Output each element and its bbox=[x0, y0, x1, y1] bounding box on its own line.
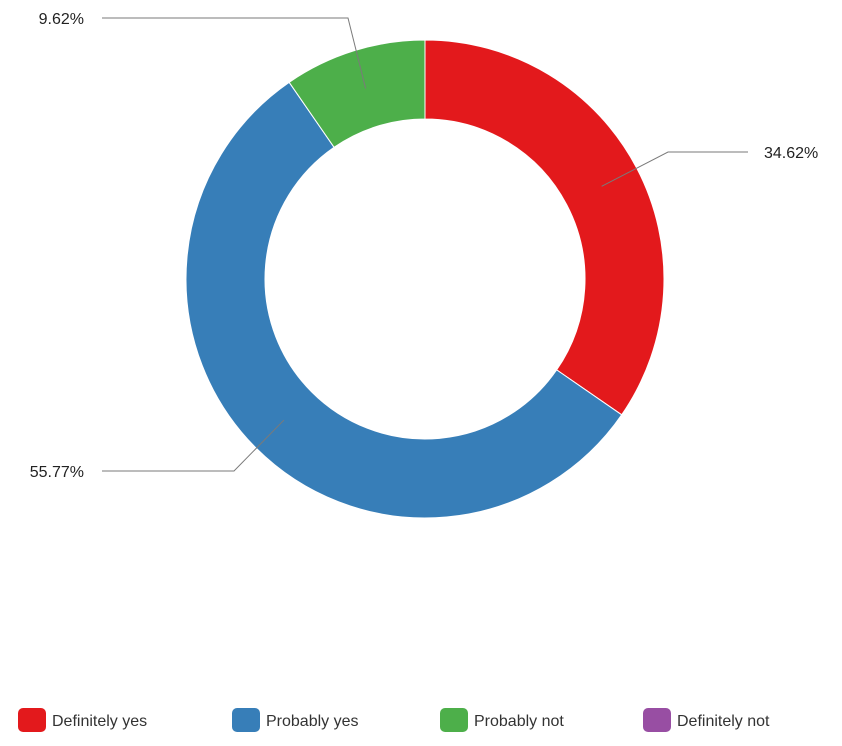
legend-label-definitely-yes: Definitely yes bbox=[52, 713, 147, 730]
legend-swatch-definitely-not bbox=[643, 708, 671, 732]
slice-probably-not bbox=[288, 39, 426, 149]
legend-item-probably-yes: Probably yes bbox=[232, 708, 359, 732]
pct-label-probably-yes: 55.77% bbox=[30, 464, 84, 481]
legend: Definitely yes Probably yes Probably not De… bbox=[18, 708, 770, 732]
legend-label-probably-yes: Probably yes bbox=[266, 713, 359, 730]
slice-probably-yes bbox=[185, 81, 623, 519]
legend-item-probably-not: Probably not bbox=[440, 708, 564, 732]
legend-label-probably-not: Probably not bbox=[474, 713, 564, 730]
leader-line-probably-not bbox=[102, 17, 367, 89]
pct-label-definitely-yes: 34.62% bbox=[764, 145, 818, 162]
donut-slices bbox=[185, 39, 665, 519]
slice-definitely-yes bbox=[424, 39, 665, 416]
percentage-labels: 34.62% 55.77% 9.62% bbox=[30, 11, 819, 481]
leader-line-probably-yes bbox=[102, 419, 285, 472]
legend-swatch-probably-not bbox=[440, 708, 468, 732]
leader-lines bbox=[102, 17, 748, 472]
legend-swatch-probably-yes bbox=[232, 708, 260, 732]
legend-label-definitely-not: Definitely not bbox=[677, 713, 770, 730]
legend-item-definitely-yes: Definitely yes bbox=[18, 708, 147, 732]
leader-line-definitely-yes bbox=[601, 151, 748, 187]
legend-swatch-definitely-yes bbox=[18, 708, 46, 732]
legend-item-definitely-not: Definitely not bbox=[643, 708, 770, 732]
pct-label-probably-not: 9.62% bbox=[39, 11, 84, 28]
